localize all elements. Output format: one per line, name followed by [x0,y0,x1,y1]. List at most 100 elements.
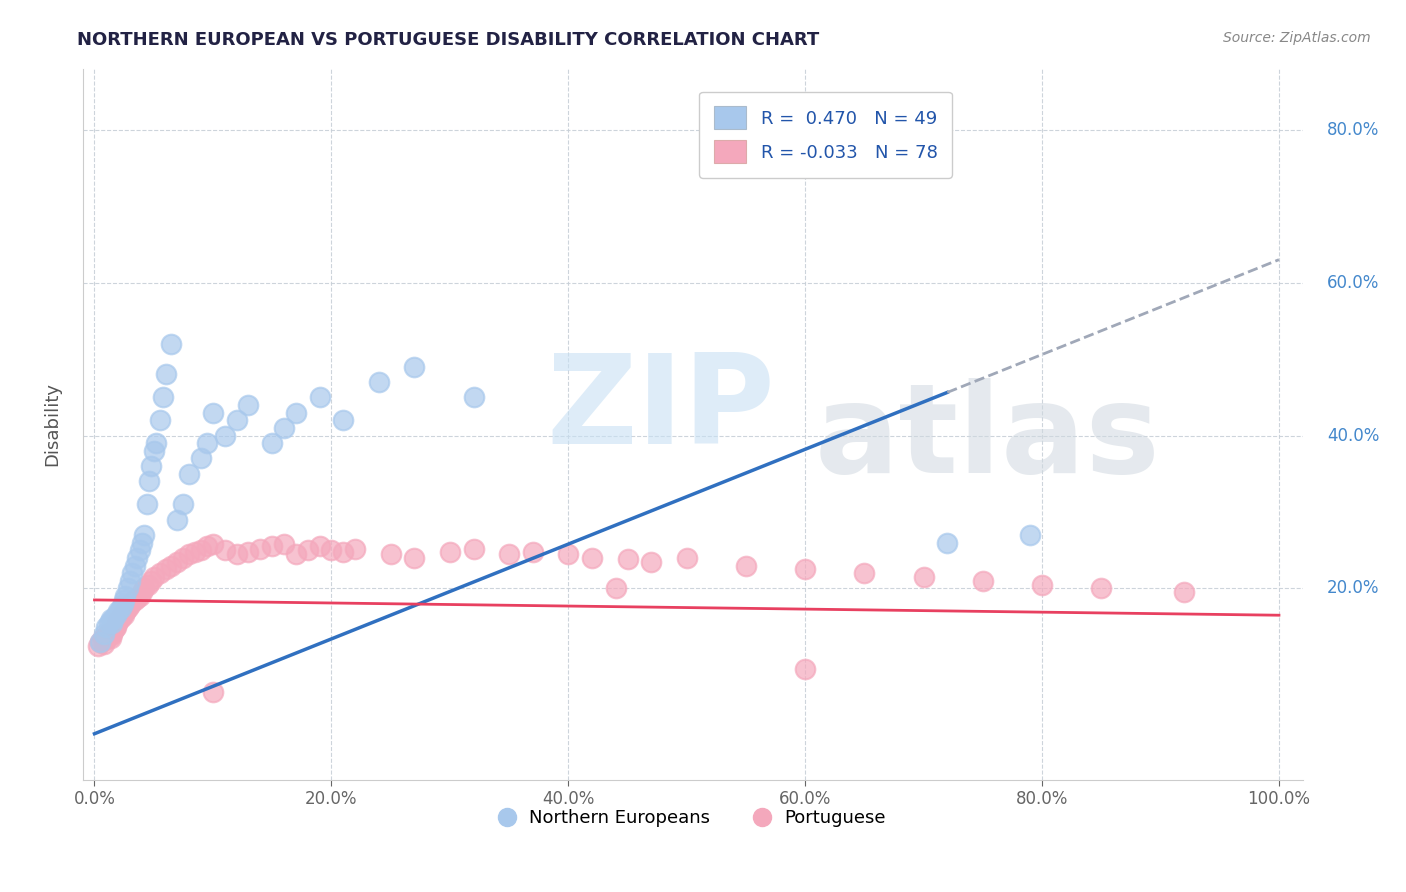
Point [581,550,603,565]
Point [127,591,149,605]
Point [249,541,271,556]
Point [117,582,139,596]
Point [498,547,520,561]
Point [105,615,128,630]
Point [131,535,153,549]
Point [936,535,959,549]
Point [117,600,139,615]
Point [380,547,402,561]
Point [675,550,697,565]
Point [110,600,132,615]
Point [112,593,135,607]
Point [195,540,218,554]
Point [134,528,156,542]
Point [134,582,156,596]
Point [853,566,876,581]
Point [238,545,260,559]
Point [238,398,260,412]
Point [104,621,127,635]
Point [344,541,367,556]
Point [97,615,120,630]
Point [321,543,343,558]
Point [155,368,177,382]
Point [97,625,120,640]
Point [100,631,122,645]
Point [96,629,118,643]
Text: 20.0%: 20.0% [1327,580,1379,598]
Point [557,547,579,561]
Point [110,610,132,624]
Point [297,543,319,558]
Point [111,597,134,611]
Point [404,359,426,374]
Text: 80.0%: 80.0% [1327,120,1379,138]
Point [367,375,389,389]
Point [404,550,426,565]
Point [214,543,236,558]
Point [179,547,201,561]
Point [190,543,212,558]
Point [131,585,153,599]
Point [138,475,160,489]
Legend: Northern Europeans, Portuguese: Northern Europeans, Portuguese [492,802,893,835]
Point [201,406,224,420]
Point [112,608,135,623]
Point [96,620,118,634]
Point [94,633,117,648]
Point [155,562,177,576]
Point [332,413,354,427]
Point [121,566,143,581]
Point [284,547,307,561]
Point [124,558,146,573]
Point [225,413,247,427]
Point [172,550,194,565]
Point [160,336,183,351]
Point [640,555,662,569]
Point [273,421,295,435]
Point [96,627,118,641]
Point [107,614,129,628]
Point [114,604,136,618]
Point [439,545,461,559]
Point [262,540,284,554]
Point [128,589,150,603]
Point [115,603,138,617]
Point [184,545,207,559]
Point [149,566,172,581]
Y-axis label: Disability: Disability [44,382,60,466]
Point [101,615,124,630]
Point [145,436,167,450]
Point [128,543,150,558]
Point [103,612,125,626]
Point [522,545,544,559]
Point [912,570,935,584]
Point [87,639,110,653]
Point [135,497,157,511]
Point [136,577,159,591]
Point [160,558,183,573]
Point [118,574,141,588]
Point [332,545,354,559]
Point [308,390,330,404]
Point [108,612,131,626]
Point [152,390,174,404]
Point [972,574,994,588]
Point [104,608,127,623]
Point [214,428,236,442]
Point [141,574,163,588]
Point [89,635,111,649]
Point [794,662,817,676]
Point [121,595,143,609]
Point [124,593,146,607]
Point [89,635,111,649]
Point [225,547,247,561]
Point [141,459,163,474]
Point [308,540,330,554]
Point [93,636,115,650]
Point [166,513,188,527]
Point [166,555,188,569]
Point [616,552,638,566]
Text: Source: ZipAtlas.com: Source: ZipAtlas.com [1223,31,1371,45]
Text: 60.0%: 60.0% [1327,274,1379,292]
Point [605,582,627,596]
